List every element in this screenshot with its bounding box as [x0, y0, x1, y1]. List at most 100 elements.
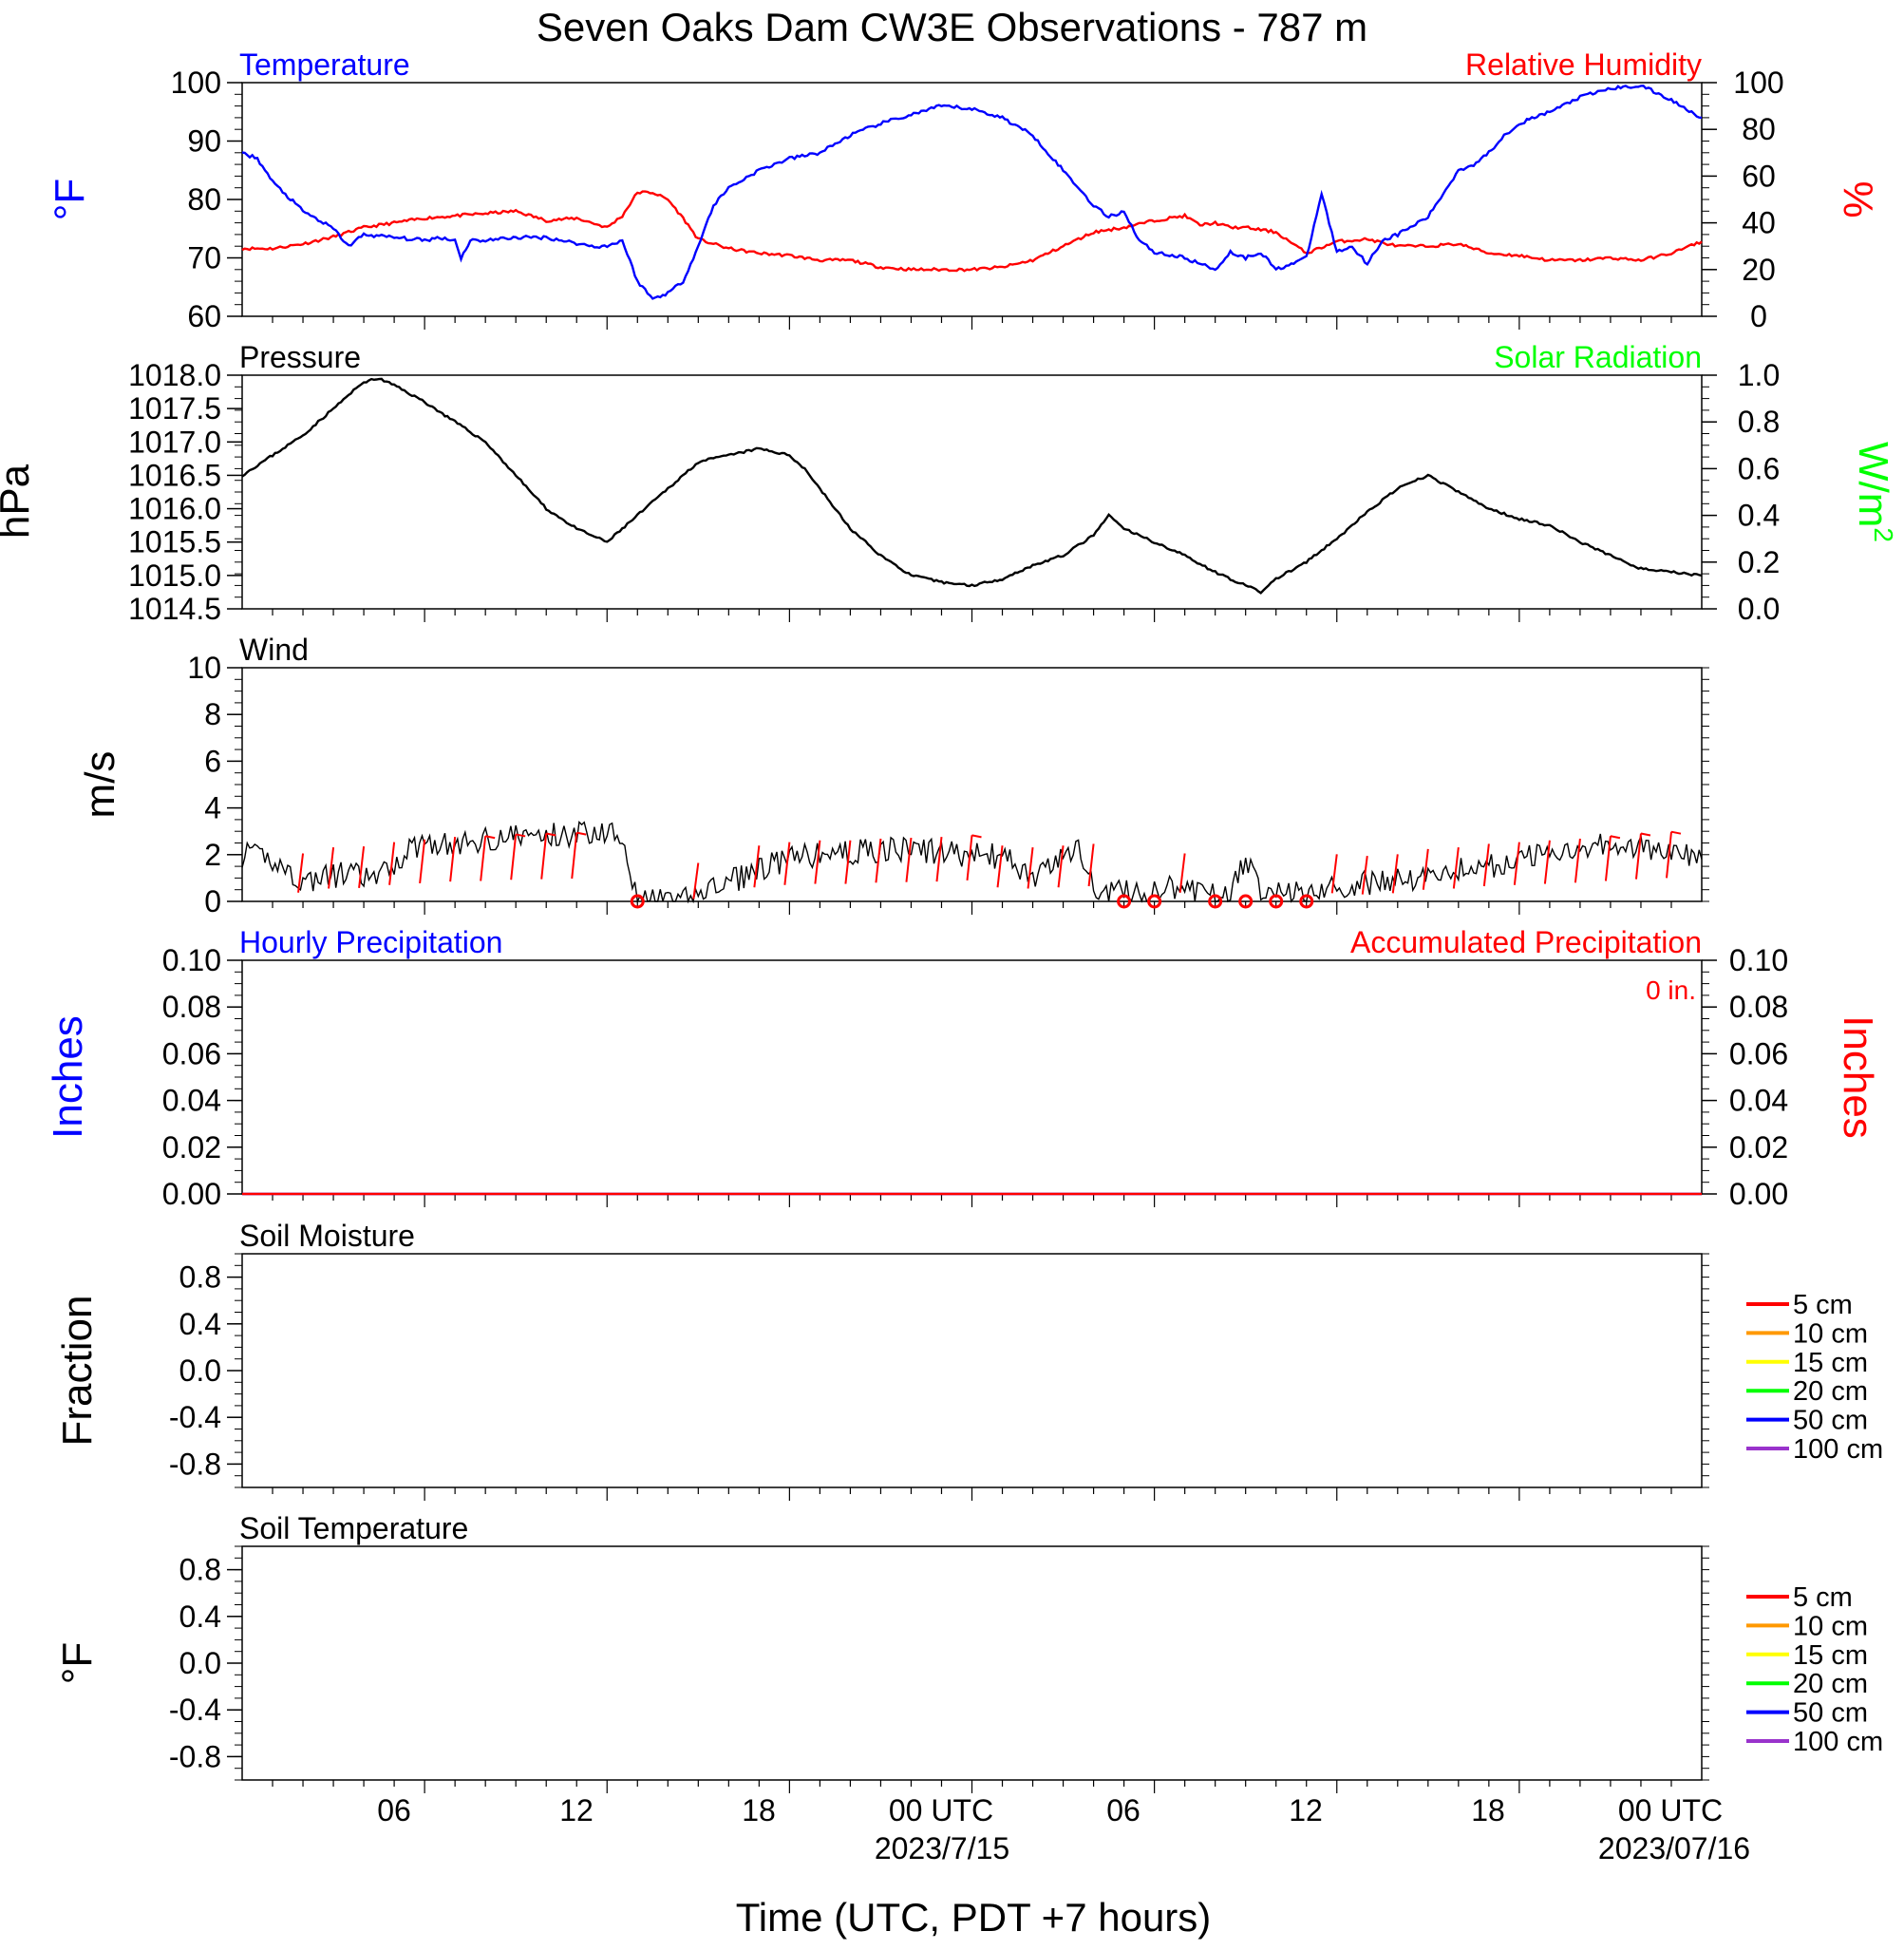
wind-barb [996, 845, 1004, 888]
wind-barb-flag [1610, 835, 1621, 840]
wind-barb [1574, 838, 1581, 883]
solar-tick-label: 0.0 [1738, 592, 1780, 626]
wind-barb [966, 835, 973, 880]
temperature-tick-label: 60 [187, 299, 221, 333]
accum-precip-tick-label: 0.04 [1729, 1084, 1788, 1118]
wind-barb [905, 837, 913, 882]
soil-temperature-title: Soil Temperature [239, 1511, 468, 1545]
wind-barb [1391, 854, 1399, 894]
wind-barb [1422, 848, 1429, 890]
pressure-tick-label: 1016.5 [128, 458, 221, 492]
wind-barb [328, 846, 335, 889]
solar-tick-label: 0.8 [1738, 405, 1780, 439]
wind-barb [1178, 853, 1186, 893]
x-axis-title: Time (UTC, PDT +7 hours) [736, 1895, 1212, 1940]
wind-tick-label: 6 [204, 744, 221, 778]
wind-barb-flag [576, 831, 587, 836]
soil-moisture-tick-label: 0.8 [179, 1260, 221, 1295]
pressure-unit: hPa [0, 464, 38, 539]
humidity-tick-label: 60 [1742, 159, 1776, 193]
pressure-tick-label: 1015.0 [128, 558, 221, 593]
wind-barb [1513, 842, 1520, 885]
calm-wind-marker [1117, 894, 1132, 909]
wind-barb [1482, 843, 1490, 887]
x-tick-label: 18 [1471, 1793, 1505, 1827]
accum-precip-tick-label: 0.06 [1729, 1036, 1788, 1070]
soil-temperature-tick-label: 0.8 [179, 1553, 221, 1587]
accum-precip-tick-label: 0.00 [1729, 1177, 1788, 1211]
soil-moisture-legend-label: 100 cm [1793, 1434, 1883, 1465]
wind-barb [388, 842, 396, 885]
accum-precip-tick-label: 0.10 [1729, 943, 1788, 977]
soil-moisture-legend-label: 50 cm [1793, 1406, 1868, 1436]
soil-temperature-legend-label: 5 cm [1793, 1582, 1853, 1613]
panel-frame-2 [241, 374, 1703, 610]
precip-tick-label: 0.08 [162, 990, 221, 1024]
solar-tick-label: 1.0 [1738, 358, 1780, 392]
wind-barb [540, 833, 548, 880]
precip-tick-label: 0.06 [162, 1036, 221, 1070]
soil-moisture-legend-label: 20 cm [1793, 1376, 1868, 1407]
soil-temperature-legend-label: 20 cm [1793, 1669, 1868, 1699]
soil-temperature-legend-label: 100 cm [1793, 1727, 1883, 1757]
humidity-unit: % [1835, 180, 1881, 218]
panel-frame-5 [241, 1253, 1703, 1488]
pressure-tick-label: 1014.5 [128, 592, 221, 626]
calm-wind-marker [630, 894, 645, 909]
wind-barb [1087, 843, 1095, 887]
wind-barb [1634, 833, 1642, 880]
temperature-tick-label: 80 [187, 182, 221, 217]
precip-tick-label: 0.10 [162, 943, 221, 977]
precip-tick-label: 0.02 [162, 1130, 221, 1164]
soil-temperature-legend-label: 50 cm [1793, 1698, 1868, 1729]
hourly-precip-title: Hourly Precipitation [239, 925, 502, 959]
x-date-label: 2023/7/15 [875, 1831, 1009, 1865]
wind-barb [571, 832, 578, 880]
temperature-line [241, 85, 1703, 300]
wind-barb [480, 836, 487, 881]
solar-unit-exponent: 2 [1869, 527, 1898, 542]
wind-speed-line [241, 820, 1703, 904]
pressure-tick-label: 1015.5 [128, 525, 221, 559]
wind-barb [1452, 846, 1460, 889]
solar-tick-label: 0.4 [1738, 499, 1780, 533]
wind-barb [1330, 854, 1338, 894]
temperature-tick-label: 70 [187, 241, 221, 275]
panel-frame-4 [241, 959, 1703, 1195]
humidity-tick-label: 40 [1742, 206, 1776, 240]
accum-precip-total: 0 in. [1646, 975, 1696, 1005]
soil-temperature-tick-label: -0.4 [169, 1693, 221, 1727]
soil-moisture-tick-label: -0.8 [169, 1447, 221, 1481]
x-tick-label: 12 [559, 1793, 594, 1827]
temperature-tick-label: 100 [171, 66, 221, 100]
x-tick-label: 18 [742, 1793, 776, 1827]
wind-tick-label: 0 [204, 884, 221, 918]
pressure-title: Pressure [239, 340, 361, 374]
pressure-tick-label: 1017.0 [128, 425, 221, 459]
wind-barb [419, 839, 426, 884]
wind-barb [1057, 845, 1065, 888]
wind-barb [510, 834, 518, 880]
calm-wind-marker [1208, 894, 1223, 909]
x-tick-label: 06 [377, 1793, 411, 1827]
precip-tick-label: 0.00 [162, 1177, 221, 1211]
pressure-tick-label: 1018.0 [128, 358, 221, 392]
soil-temperature-tick-label: 0.4 [179, 1600, 221, 1634]
wind-barb [1361, 856, 1368, 895]
soil-moisture-title: Soil Moisture [239, 1219, 415, 1253]
x-tick-label: 00 UTC [1618, 1793, 1723, 1827]
wind-barb-flag [1640, 832, 1651, 837]
solar-title: Solar Radiation [1494, 340, 1702, 374]
wind-barb [1604, 836, 1612, 881]
page-title: Seven Oaks Dam CW3E Observations - 787 m [536, 5, 1368, 49]
wind-barb [449, 837, 457, 882]
wind-tick-label: 8 [204, 697, 221, 731]
accum-precip-tick-label: 0.08 [1729, 990, 1788, 1024]
panel-frame-6 [241, 1545, 1703, 1781]
pressure-tick-label: 1016.0 [128, 492, 221, 526]
wind-barb [1027, 846, 1034, 889]
soil-moisture-legend-label: 5 cm [1793, 1290, 1853, 1320]
humidity-title: Relative Humidity [1465, 47, 1702, 82]
wind-barb [783, 842, 791, 885]
